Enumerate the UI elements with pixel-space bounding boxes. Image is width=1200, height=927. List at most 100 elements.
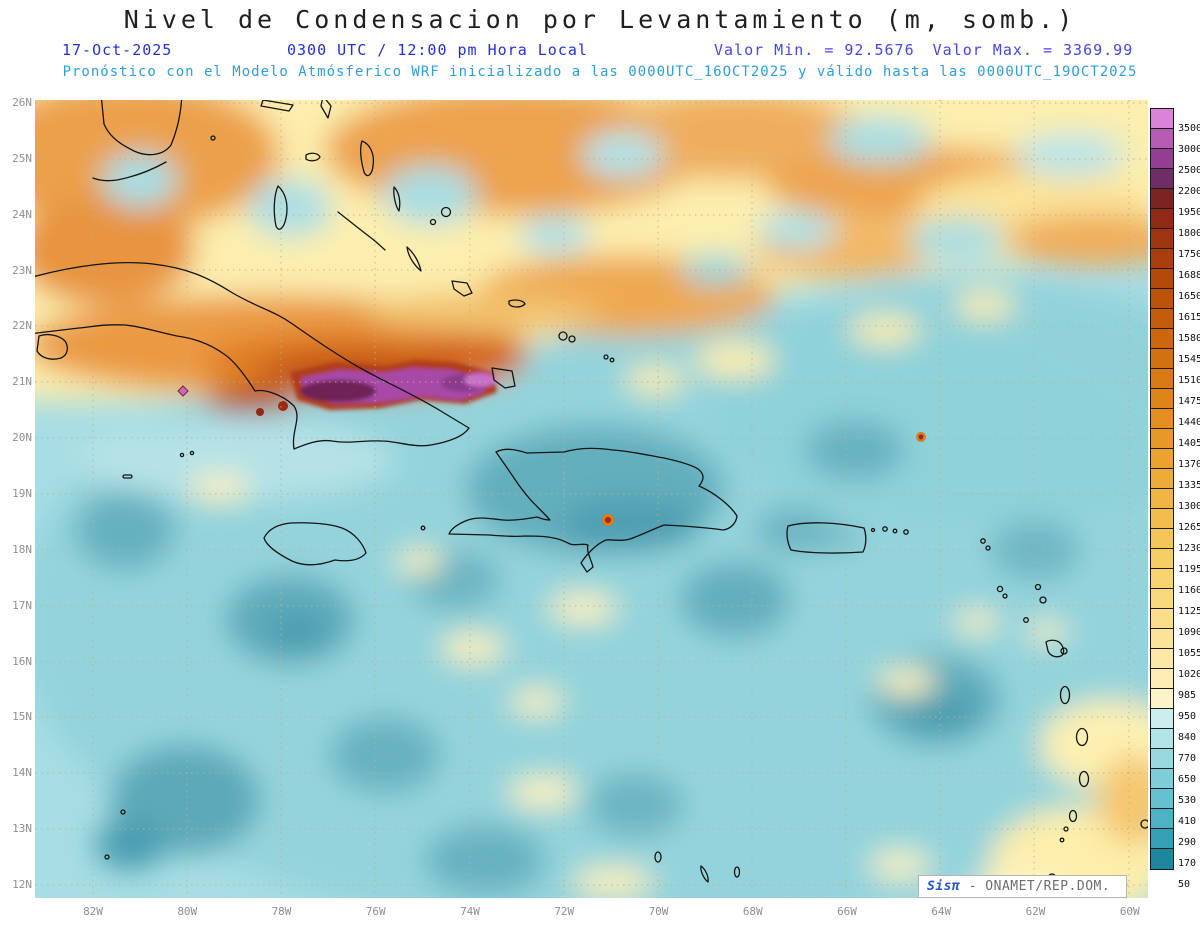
- lat-tick-label: 26N: [12, 96, 32, 109]
- coast-eleuthera: [359, 140, 375, 177]
- watermark-brand: Sisπ: [927, 879, 961, 894]
- lat-tick-label: 21N: [12, 375, 32, 389]
- value-max-label: Valor Max. = 3369.99: [932, 41, 1134, 59]
- colorbar-level-label: 1195: [1178, 564, 1200, 575]
- colorbar-level-label: 1510: [1178, 375, 1200, 386]
- page-title: Nivel de Condensacion por Levantamiento …: [123, 5, 1077, 34]
- lat-tick-label: 19N: [12, 487, 32, 501]
- coast-turks: [603, 354, 609, 360]
- colorbar-level-label: 2500: [1178, 165, 1200, 176]
- watermark-org: - ONAMET/REP.DOM.: [960, 879, 1111, 894]
- header-info-line: 17-Oct-2025 0300 UTC / 12:00 pm Hora Loc…: [0, 41, 1200, 61]
- forecast-map: [35, 100, 1148, 898]
- colorbar-level-label: 1545: [1178, 354, 1200, 365]
- colorbar-level-label: 1950: [1178, 207, 1200, 218]
- lat-tick-label: 23N: [12, 263, 32, 277]
- colorbar-block: [1151, 769, 1173, 789]
- coast-grenadines-2: [1059, 837, 1065, 843]
- coast-san-salvador: [440, 206, 452, 218]
- lat-tick-label: 13N: [12, 822, 32, 836]
- colorbar-level-label: 1335: [1178, 480, 1200, 491]
- lat-tick-label: 18N: [12, 542, 32, 556]
- lat-tick-label: 22N: [12, 319, 32, 333]
- colorbar-block: [1151, 789, 1173, 809]
- coast-bonaire: [733, 866, 741, 878]
- graticule-grid: [35, 100, 1148, 898]
- lat-tick-label: 24N: [12, 207, 32, 221]
- coast-grand-cayman: [122, 474, 133, 479]
- coast-aruba: [654, 851, 662, 863]
- colorbar-block: [1151, 189, 1173, 209]
- coast-mayaguana: [508, 299, 526, 308]
- coast-turks-2: [609, 357, 615, 363]
- colorbar-level-label: 1055: [1178, 648, 1200, 659]
- colorbar-level-label: 1405: [1178, 438, 1200, 449]
- colorbar-block: [1151, 149, 1173, 169]
- forecast-description: Pronóstico con el Modelo Atmósferico WRF…: [62, 64, 1138, 80]
- colorbar-level-label: 1090: [1178, 627, 1200, 638]
- colorbar-block: [1151, 509, 1173, 529]
- value-range: Valor Min. = 92.5676 Valor Max. = 3369.99: [714, 41, 1133, 59]
- colorbar-level-label: 2200: [1178, 186, 1200, 197]
- colorbar-block: [1151, 289, 1173, 309]
- colorbar-block: [1151, 829, 1173, 849]
- lon-tick-label: 82W: [83, 905, 103, 918]
- colorbar-block: [1151, 309, 1173, 329]
- colorbar-block: [1151, 489, 1173, 509]
- lat-tick-label: 14N: [12, 766, 32, 780]
- lon-tick-label: 72W: [554, 905, 575, 918]
- coast-long-island: [406, 246, 422, 272]
- colorbar-level-label: 3500: [1178, 123, 1200, 134]
- coast-tortola: [903, 529, 909, 535]
- colorbar-level-label: 770: [1178, 753, 1197, 764]
- colorbar-level-label: 1230: [1178, 543, 1200, 554]
- lon-tick-label: 70W: [648, 905, 669, 918]
- lon-tick-label: 80W: [177, 905, 198, 918]
- colorbar-block: [1151, 569, 1173, 589]
- colorbar-block: [1151, 669, 1173, 689]
- colorbar-block: [1151, 169, 1173, 189]
- colorbar-block: [1151, 109, 1173, 129]
- colorbar-level-label: 1580: [1178, 333, 1200, 344]
- colorbar-level-label: 840: [1178, 732, 1197, 743]
- coast-abaco: [320, 100, 332, 119]
- coast-barbados: [1140, 819, 1148, 829]
- lat-tick-label: 16N: [12, 654, 32, 668]
- colorbar-level-label: 1688: [1178, 270, 1200, 281]
- colorbar-block: [1151, 389, 1173, 409]
- colorbar-block: [1151, 209, 1173, 229]
- coast-caicos: [558, 331, 568, 341]
- colorbar-block: [1151, 429, 1173, 449]
- coast-grand-bahama: [260, 100, 294, 112]
- lon-tick-label: 64W: [931, 905, 952, 918]
- coast-florida: [100, 100, 183, 156]
- colorbar-block: [1151, 849, 1173, 869]
- coast-marie-galante: [1060, 647, 1068, 655]
- colorbar-block: [1151, 629, 1173, 649]
- colorbar-level-label: 1750: [1178, 249, 1200, 260]
- colorbar-block: [1151, 409, 1173, 429]
- coast-andros: [273, 185, 288, 230]
- colorbar-level-label: 1440: [1178, 417, 1200, 428]
- colorbar-level-label: 1475: [1178, 396, 1200, 407]
- lon-tick-label: 78W: [271, 905, 292, 918]
- colorbar-level-label: 650: [1178, 774, 1197, 785]
- coast-martinique: [1075, 727, 1089, 747]
- colorbar-block: [1151, 229, 1173, 249]
- coast-st-john: [892, 528, 898, 534]
- colorbar-level-label: 950: [1178, 711, 1197, 722]
- coast-puerto-rico: [786, 522, 867, 554]
- colorbar-block: [1151, 709, 1173, 729]
- colorbar-level-label: 1650: [1178, 291, 1200, 302]
- coast-st-martin: [985, 545, 991, 551]
- colorbar-block: [1151, 249, 1173, 269]
- coast-guadeloupe: [1045, 639, 1065, 658]
- lon-tick-label: 68W: [742, 905, 763, 918]
- colorbar-block: [1151, 609, 1173, 629]
- coast-nevis: [1002, 593, 1008, 599]
- coast-bimini: [210, 135, 216, 141]
- colorbar-block: [1151, 449, 1173, 469]
- coast-jamaica: [263, 522, 367, 566]
- colorbar-block: [1151, 649, 1173, 669]
- colorbar-block: [1151, 689, 1173, 709]
